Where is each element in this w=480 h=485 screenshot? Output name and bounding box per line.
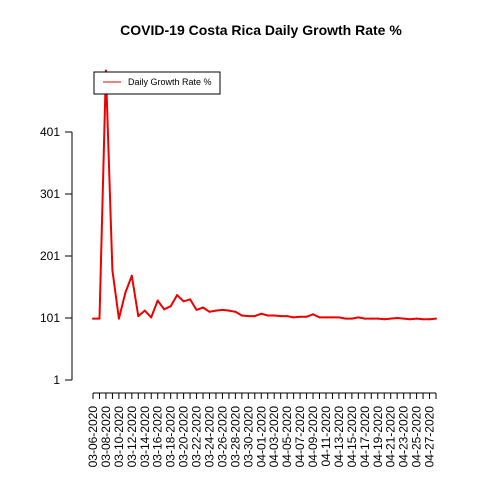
x-tick-label: 03-18-2020 — [164, 406, 178, 468]
x-tick-label: 03-24-2020 — [202, 406, 216, 468]
data-point — [286, 315, 289, 318]
x-tick-label: 04-21-2020 — [384, 406, 398, 468]
chart-title: COVID-19 Costa Rica Daily Growth Rate % — [120, 22, 402, 38]
x-tick-label: 03-28-2020 — [228, 406, 242, 468]
data-point — [253, 315, 256, 318]
x-tick-label: 03-30-2020 — [241, 406, 255, 468]
x-tick-label: 04-13-2020 — [332, 406, 346, 468]
data-point — [337, 316, 340, 319]
data-point — [318, 316, 321, 319]
x-tick-label: 03-06-2020 — [86, 406, 100, 468]
legend-box — [93, 71, 221, 95]
data-point — [331, 316, 334, 319]
data-point — [396, 317, 399, 319]
data-point — [111, 269, 114, 272]
data-point — [415, 317, 418, 320]
x-tick-label: 04-27-2020 — [423, 406, 437, 468]
x-tick-label: 03-08-2020 — [99, 406, 113, 468]
x-tick-label: 04-25-2020 — [410, 406, 424, 468]
y-tick-label: 201 — [40, 249, 60, 263]
data-point — [409, 318, 412, 321]
data-point — [389, 317, 392, 320]
x-tick-label: 03-22-2020 — [190, 406, 204, 468]
data-point — [247, 315, 250, 318]
data-point — [299, 315, 302, 318]
data-point — [92, 317, 94, 320]
data-point — [150, 316, 153, 319]
x-tick-label: 04-15-2020 — [345, 406, 359, 468]
legend-label: Daily Growth Rate % — [128, 77, 212, 87]
x-axis: 03-06-202003-08-202003-10-202003-12-2020… — [86, 392, 437, 468]
data-point — [163, 308, 166, 311]
data-point — [143, 309, 146, 312]
data-point — [227, 309, 230, 312]
data-point — [344, 317, 347, 320]
data-point — [202, 306, 204, 309]
data-point — [305, 315, 308, 318]
data-point — [221, 308, 224, 311]
x-tick-label: 03-20-2020 — [177, 406, 191, 468]
x-tick-label: 04-23-2020 — [397, 406, 411, 468]
y-tick-label: 301 — [40, 187, 60, 201]
x-tick-label: 04-11-2020 — [319, 406, 333, 467]
data-point — [422, 318, 425, 321]
data-point — [312, 313, 314, 316]
x-tick-label: 04-03-2020 — [267, 406, 281, 468]
data-point — [428, 318, 431, 321]
data-point — [350, 317, 353, 320]
data-point — [98, 317, 101, 320]
plot-series — [92, 69, 437, 321]
data-point — [189, 298, 192, 301]
data-point — [273, 314, 276, 317]
data-point — [176, 294, 179, 297]
y-tick-label: 401 — [40, 125, 60, 139]
data-point — [363, 317, 366, 320]
data-point — [156, 299, 159, 302]
data-point — [357, 316, 360, 319]
data-point — [195, 308, 198, 311]
y-axis: 1 101 201 301 401 — [40, 125, 73, 387]
x-tick-label: 04-07-2020 — [293, 406, 307, 468]
x-tick-label: 03-14-2020 — [138, 406, 152, 468]
data-point — [124, 291, 127, 294]
x-tick-label: 03-16-2020 — [151, 406, 165, 468]
data-point — [234, 310, 237, 313]
data-point — [376, 317, 379, 320]
legend: Daily Growth Rate % — [93, 71, 221, 95]
data-point — [169, 305, 172, 308]
data-point — [137, 315, 140, 318]
data-point — [279, 315, 282, 318]
x-tick-label: 04-09-2020 — [306, 406, 320, 468]
data-point — [240, 314, 243, 317]
x-tick-label: 04-19-2020 — [371, 406, 385, 468]
x-tick-label: 04-01-2020 — [254, 406, 268, 468]
data-point — [266, 314, 269, 317]
data-point — [215, 309, 217, 312]
x-tick-label: 04-05-2020 — [280, 406, 294, 468]
y-tick-label: 1 — [53, 373, 60, 387]
data-point — [435, 317, 437, 320]
data-point — [117, 317, 120, 320]
data-point — [208, 310, 211, 313]
data-point — [182, 300, 185, 303]
data-point — [292, 316, 295, 319]
data-point — [104, 69, 107, 72]
data-point — [130, 274, 133, 277]
data-point — [383, 318, 386, 321]
x-tick-label: 04-17-2020 — [358, 406, 372, 468]
data-point — [370, 317, 373, 320]
x-tick-label: 03-10-2020 — [112, 406, 126, 468]
data-point — [402, 317, 405, 320]
x-tick-label: 03-12-2020 — [125, 406, 139, 468]
data-point — [260, 312, 263, 315]
x-tick-label: 03-26-2020 — [215, 406, 229, 468]
data-point — [325, 316, 327, 319]
y-tick-label: 101 — [40, 311, 60, 325]
series-line — [93, 69, 437, 321]
